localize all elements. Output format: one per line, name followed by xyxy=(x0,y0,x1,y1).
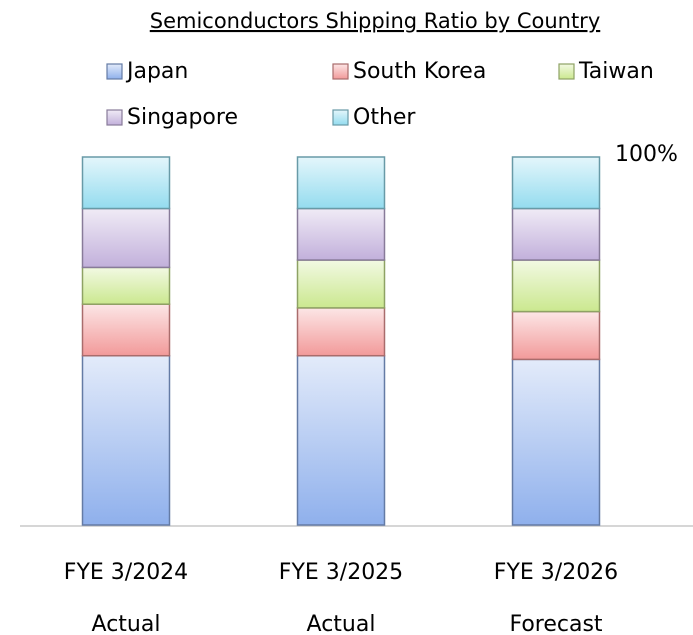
bar-segment xyxy=(511,156,601,210)
bar-segment xyxy=(296,307,386,357)
x-tick-label: FYE 3/2024 xyxy=(64,560,188,585)
legend-label: South Korea xyxy=(353,59,486,84)
x-tick-label: Actual xyxy=(307,612,376,635)
bar-segment xyxy=(511,259,601,313)
y-tick-label: 100% xyxy=(615,142,678,167)
legend-label: Other xyxy=(353,105,416,130)
bar-segment xyxy=(81,156,171,210)
bar-segment xyxy=(81,266,171,305)
legend-swatch xyxy=(332,109,349,126)
chart-title: Semiconductors Shipping Ratio by Country xyxy=(150,9,601,33)
bar-segment xyxy=(511,207,601,261)
bar-segment xyxy=(296,354,386,526)
bar-segment xyxy=(511,358,601,526)
x-tick-label: Forecast xyxy=(509,612,602,635)
bar-segment xyxy=(511,310,601,361)
legend-swatch xyxy=(558,63,575,80)
bar-segment xyxy=(81,303,171,357)
x-tick-label: FYE 3/2025 xyxy=(279,560,403,585)
legend-swatch xyxy=(106,109,123,126)
bar-segment xyxy=(81,207,171,269)
legend-label: Singapore xyxy=(127,105,238,130)
bar-segment xyxy=(296,207,386,261)
legend-label: Taiwan xyxy=(578,59,654,84)
legend-label: Japan xyxy=(125,59,188,84)
bar-segment xyxy=(296,156,386,210)
x-tick-label: FYE 3/2026 xyxy=(494,560,618,585)
legend-swatch xyxy=(106,63,123,80)
x-tick-label: Actual xyxy=(92,612,161,635)
bar-segment xyxy=(296,259,386,309)
bar-segment xyxy=(81,354,171,526)
legend-swatch xyxy=(332,63,349,80)
